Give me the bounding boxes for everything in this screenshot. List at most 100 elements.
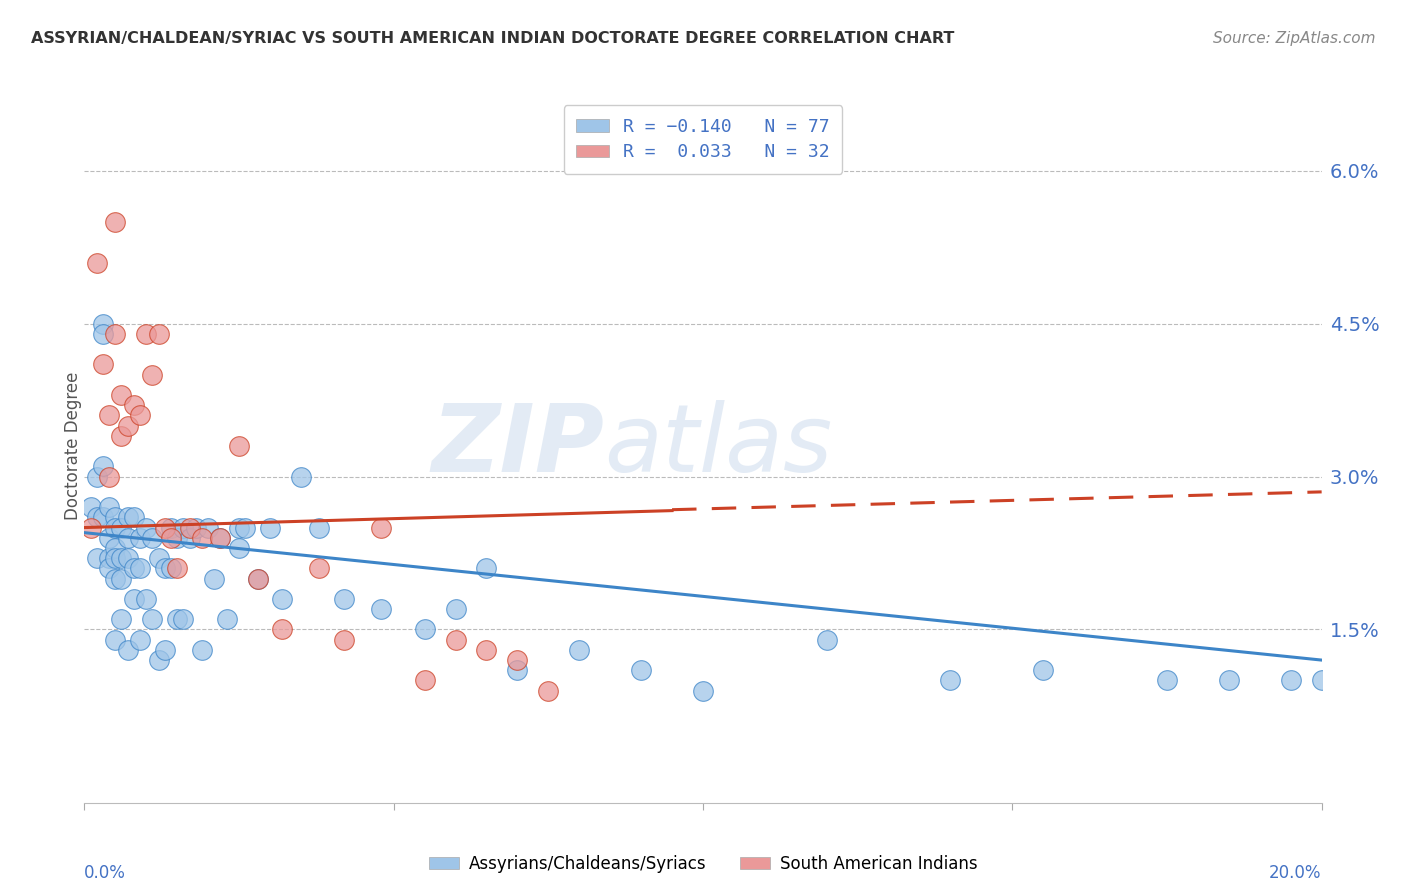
Point [141, 531, 163, 545]
Point [148, 551, 170, 566]
Point [630, 663, 652, 677]
Point [98, 500, 121, 515]
Point [91, 358, 114, 372]
Point [117, 551, 139, 566]
Point [110, 429, 132, 443]
Legend: R = −0.140   N = 77, R =  0.033   N = 32: R = −0.140 N = 77, R = 0.033 N = 32 [564, 105, 842, 174]
Point [117, 643, 139, 657]
Point [333, 591, 356, 606]
Point [86, 551, 108, 566]
Point [153, 561, 176, 575]
Point [160, 561, 183, 575]
Point [308, 520, 330, 534]
Text: Source: ZipAtlas.com: Source: ZipAtlas.com [1212, 31, 1375, 46]
Point [228, 520, 250, 534]
Point [104, 632, 127, 647]
Point [209, 531, 232, 545]
Point [333, 632, 356, 647]
Point [197, 520, 219, 534]
Point [475, 643, 498, 657]
Point [202, 572, 225, 586]
Point [122, 510, 145, 524]
Point [815, 632, 838, 647]
Point [271, 591, 294, 606]
Point [135, 326, 157, 341]
Point [141, 612, 163, 626]
Point [692, 683, 714, 698]
Point [308, 561, 330, 575]
Point [568, 643, 591, 657]
Point [104, 541, 127, 555]
Point [110, 388, 132, 402]
Point [117, 418, 139, 433]
Point [104, 326, 127, 341]
Point [86, 469, 108, 483]
Point [413, 623, 436, 637]
Point [413, 673, 436, 688]
Point [110, 572, 132, 586]
Point [98, 409, 121, 423]
Point [148, 326, 170, 341]
Point [110, 520, 132, 534]
Point [104, 215, 127, 229]
Point [166, 561, 188, 575]
Point [537, 683, 560, 698]
Text: ASSYRIAN/CHALDEAN/SYRIAC VS SOUTH AMERICAN INDIAN DOCTORATE DEGREE CORRELATION C: ASSYRIAN/CHALDEAN/SYRIAC VS SOUTH AMERIC… [31, 31, 955, 46]
Text: 0.0%: 0.0% [84, 864, 127, 882]
Text: atlas: atlas [605, 401, 832, 491]
Text: ZIP: ZIP [432, 400, 605, 492]
Point [98, 469, 121, 483]
Point [506, 653, 529, 667]
Point [153, 520, 176, 534]
Point [129, 409, 152, 423]
Point [122, 591, 145, 606]
Point [191, 531, 214, 545]
Point [160, 531, 183, 545]
Point [129, 632, 152, 647]
Point [91, 326, 114, 341]
Point [98, 551, 121, 566]
Point [506, 663, 529, 677]
Point [179, 520, 201, 534]
Point [444, 632, 467, 647]
Point [141, 368, 163, 382]
Point [184, 520, 207, 534]
Point [246, 572, 269, 586]
Point [246, 572, 269, 586]
Point [1279, 673, 1302, 688]
Point [1218, 673, 1240, 688]
Point [166, 531, 188, 545]
Point [91, 510, 114, 524]
Point [135, 520, 157, 534]
Point [79, 500, 101, 515]
Point [98, 531, 121, 545]
Point [1156, 673, 1178, 688]
Point [98, 561, 121, 575]
Point [135, 591, 157, 606]
Point [122, 398, 145, 412]
Point [233, 520, 256, 534]
Point [129, 561, 152, 575]
Point [160, 520, 183, 534]
Point [79, 520, 101, 534]
Point [290, 469, 312, 483]
Point [104, 572, 127, 586]
Point [172, 612, 194, 626]
Point [172, 520, 194, 534]
Legend: Assyrians/Chaldeans/Syriacs, South American Indians: Assyrians/Chaldeans/Syriacs, South Ameri… [422, 848, 984, 880]
Point [475, 561, 498, 575]
Point [91, 317, 114, 331]
Point [370, 520, 392, 534]
Point [1310, 673, 1333, 688]
Point [215, 612, 238, 626]
Point [86, 255, 108, 269]
Point [191, 643, 214, 657]
Point [110, 551, 132, 566]
Point [444, 602, 467, 616]
Point [129, 531, 152, 545]
Point [1032, 663, 1054, 677]
Point [259, 520, 281, 534]
Point [228, 541, 250, 555]
Point [104, 510, 127, 524]
Y-axis label: Doctorate Degree: Doctorate Degree [65, 372, 82, 520]
